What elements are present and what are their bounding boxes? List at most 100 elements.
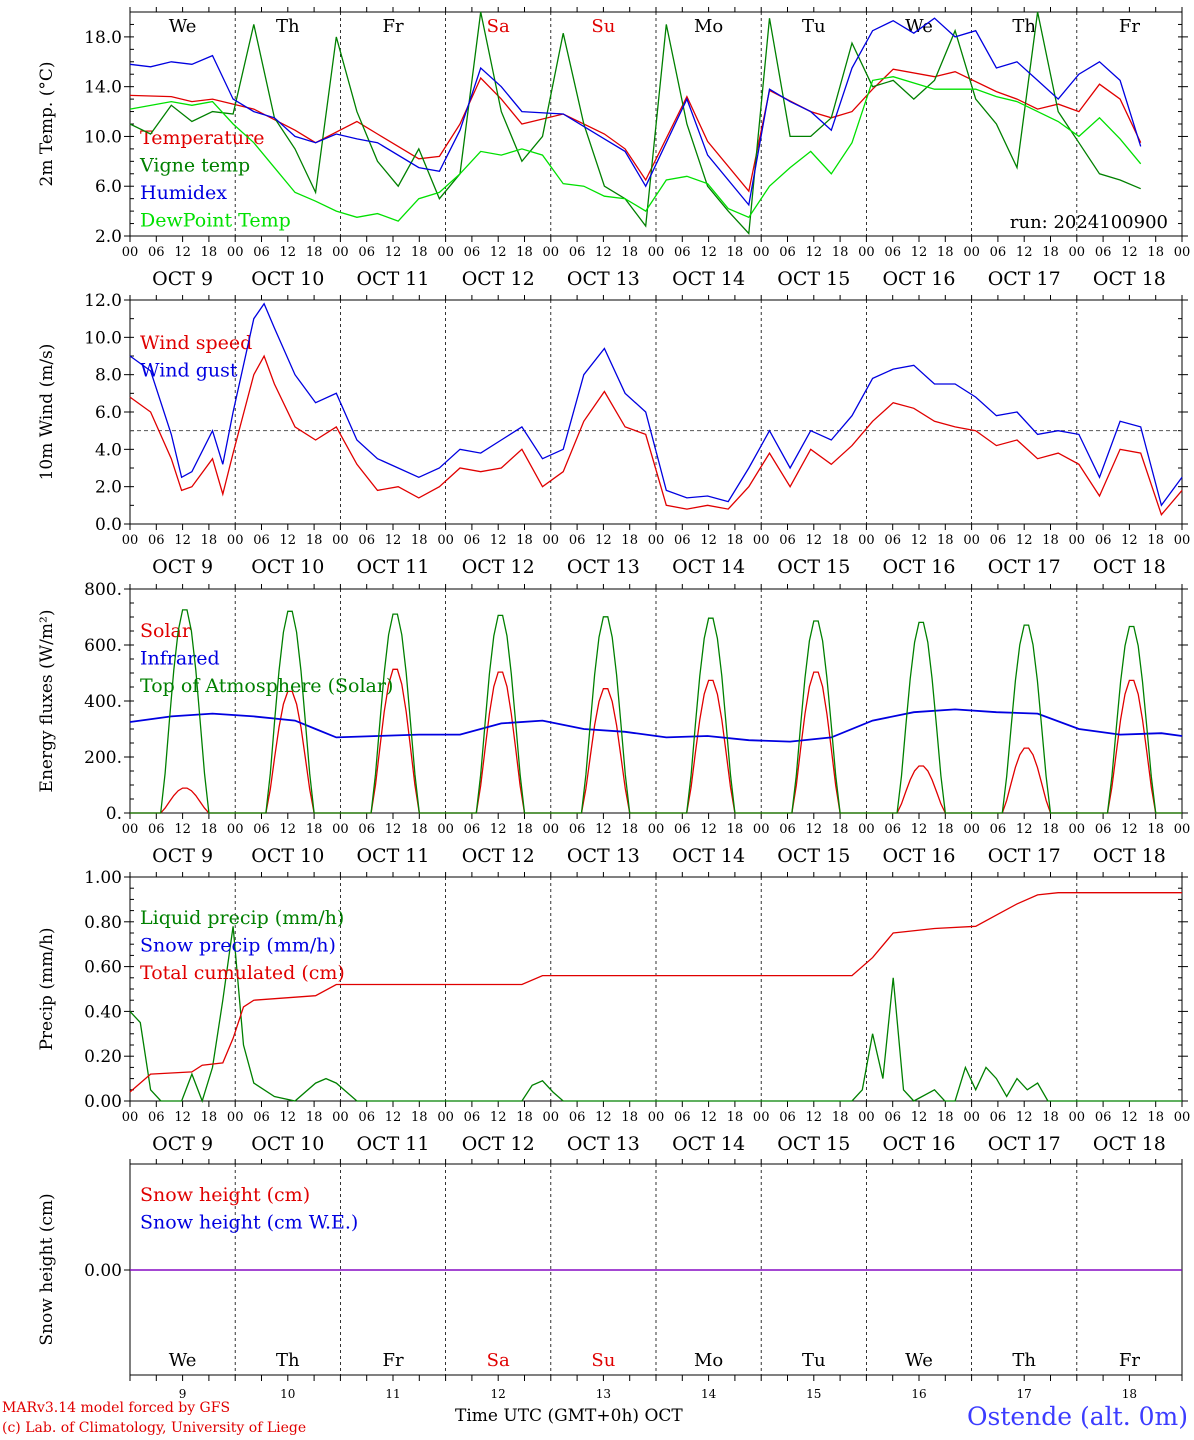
hour-tick-label: 12: [1016, 245, 1033, 260]
weekday-label: Th: [276, 16, 300, 37]
hour-tick-label: 18: [832, 1110, 849, 1125]
hour-tick-label: 12: [280, 533, 297, 548]
hour-tick-label: 00: [858, 822, 875, 837]
hour-tick-label: 06: [884, 1110, 901, 1125]
hour-tick-label: 18: [306, 245, 323, 260]
y-tick-label: 10.0: [84, 127, 122, 147]
hour-tick-label: 00: [648, 1110, 665, 1125]
weekday-label: Tu: [802, 16, 826, 37]
hour-tick-label: 18: [306, 1110, 323, 1125]
y-tick-label: 0.00: [84, 1261, 122, 1281]
y-tick-label: 0.80: [84, 913, 122, 933]
y-tick-label: 0.: [106, 804, 122, 824]
date-label: OCT 15: [777, 556, 850, 578]
weekday-label: Sa: [487, 1350, 510, 1371]
hour-tick-label: 18: [832, 822, 849, 837]
hour-tick-label: 18: [727, 1110, 744, 1125]
hour-tick-label: 12: [280, 822, 297, 837]
weekday-label: We: [169, 1350, 197, 1371]
hour-tick-label: 18: [1147, 1110, 1164, 1125]
hour-tick-label: 12: [385, 245, 402, 260]
hour-tick-label: 06: [779, 822, 796, 837]
date-label: OCT 15: [777, 268, 850, 290]
hour-tick-label: 12: [280, 245, 297, 260]
date-label: OCT 11: [356, 845, 429, 867]
hour-tick-label: 06: [253, 533, 270, 548]
hour-tick-label: 06: [253, 245, 270, 260]
day-number-label: 10: [280, 1387, 295, 1401]
hour-tick-label: 06: [148, 245, 165, 260]
hour-tick-label: 18: [201, 533, 218, 548]
date-label: OCT 18: [1093, 556, 1166, 578]
weekday-label: Fr: [382, 16, 403, 37]
hour-tick-label: 06: [990, 822, 1007, 837]
hour-tick-label: 12: [911, 245, 928, 260]
hour-tick-label: 00: [543, 1110, 560, 1125]
date-label: OCT 16: [882, 556, 955, 578]
hour-tick-label: 00: [332, 533, 349, 548]
hour-tick-label: 18: [1147, 533, 1164, 548]
day-number-label: 14: [701, 1387, 717, 1401]
hour-tick-label: 06: [569, 533, 586, 548]
hour-tick-label: 12: [1121, 533, 1138, 548]
hour-tick-label: 12: [174, 1110, 191, 1125]
run-annotation: run: 2024100900: [1010, 212, 1168, 233]
y-tick-label: 800.: [84, 580, 122, 600]
hour-tick-label: 00: [227, 245, 244, 260]
date-label: OCT 11: [356, 1133, 429, 1155]
day-number-label: 18: [1122, 1387, 1137, 1401]
y-tick-label: 8.0: [95, 366, 122, 386]
hour-tick-label: 00: [648, 822, 665, 837]
weekday-label: Fr: [1119, 1350, 1140, 1371]
legend-entry: Infrared: [140, 648, 220, 670]
hour-tick-label: 12: [806, 1110, 823, 1125]
hour-tick-label: 00: [437, 245, 454, 260]
panel-5: 0.00 Snow height (cm) Snow height (cm) Snow…: [37, 1159, 1183, 1401]
y-axis-label: Energy fluxes (W/m²): [37, 610, 57, 793]
hour-tick-label: 18: [727, 245, 744, 260]
weekday-label: Mo: [694, 1350, 723, 1371]
y-tick-label: 12.0: [84, 291, 122, 311]
hour-tick-label: 18: [621, 533, 638, 548]
hour-tick-label: 06: [674, 245, 691, 260]
day-number-label: 15: [806, 1387, 821, 1401]
date-label: OCT 18: [1093, 845, 1166, 867]
hour-tick-label: 06: [779, 1110, 796, 1125]
series-line: [129, 17, 1142, 207]
hour-tick-label: 12: [174, 533, 191, 548]
hour-tick-label: 00: [227, 1110, 244, 1125]
legend-entry: Snow precip (mm/h): [140, 935, 336, 957]
x-axis-title: Time UTC (GMT+0h) OCT: [455, 1406, 683, 1426]
hour-tick-label: 06: [674, 1110, 691, 1125]
hour-tick-label: 18: [411, 533, 428, 548]
hour-tick-label: 18: [727, 533, 744, 548]
hour-tick-label: 00: [753, 245, 770, 260]
date-label: OCT 13: [567, 268, 640, 290]
hour-tick-label: 06: [779, 245, 796, 260]
y-tick-label: 0.60: [84, 958, 122, 978]
day-number-label: 17: [1017, 1387, 1032, 1401]
date-label: OCT 12: [462, 268, 535, 290]
legend-entry: Total cumulated (cm): [140, 962, 345, 984]
y-tick-label: 0.00: [84, 1092, 122, 1112]
hour-tick-label: 18: [832, 245, 849, 260]
hour-tick-label: 06: [990, 533, 1007, 548]
weekday-label: Tu: [802, 1350, 826, 1371]
weekday-label: Su: [591, 1350, 615, 1371]
hour-tick-label: 18: [937, 245, 954, 260]
hour-tick-label: 06: [674, 533, 691, 548]
y-tick-label: 2.0: [95, 478, 122, 498]
hour-tick-label: 00: [858, 245, 875, 260]
hour-tick-label: 00: [753, 1110, 770, 1125]
day-number-label: 11: [385, 1387, 400, 1401]
day-number-label: 12: [491, 1387, 506, 1401]
date-label: OCT 11: [356, 268, 429, 290]
date-label: OCT 10: [251, 845, 324, 867]
hour-tick-label: 06: [253, 822, 270, 837]
weekday-label: Fr: [1119, 16, 1140, 37]
weekday-label: Mo: [694, 16, 723, 37]
y-tick-label: 0.20: [84, 1047, 122, 1067]
y-tick-label: 6.0: [95, 403, 122, 423]
panel-3: 0. 200. 400. 600. 800. Energy fluxes (W/m²) 00…: [37, 580, 1190, 867]
hour-tick-label: 06: [253, 1110, 270, 1125]
